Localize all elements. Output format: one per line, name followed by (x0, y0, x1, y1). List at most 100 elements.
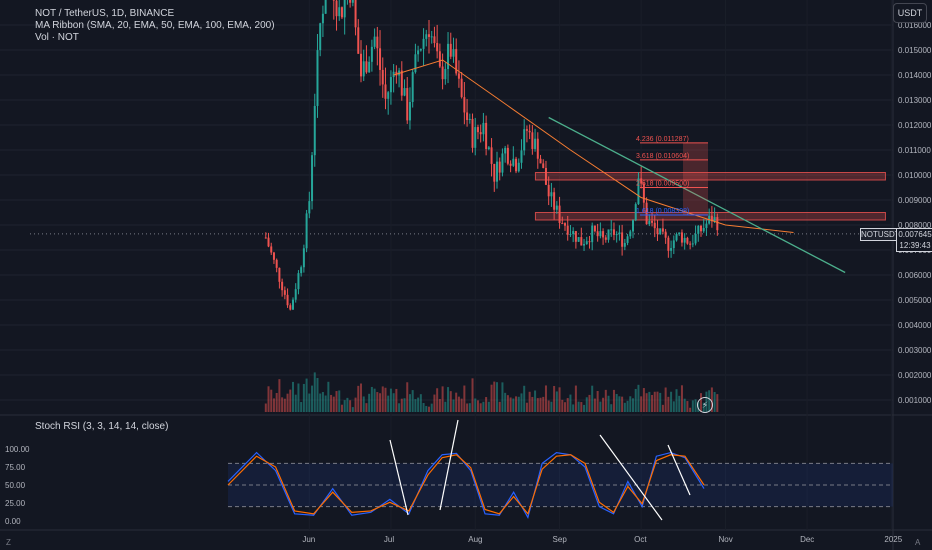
candle-body (370, 46, 373, 62)
candle-body (705, 223, 708, 228)
volume-bar (408, 394, 411, 412)
candle-body (392, 71, 395, 78)
volume-bar (311, 385, 314, 412)
candle-body (621, 232, 624, 247)
volume-bar (452, 399, 455, 412)
zoom-icon[interactable]: Z (6, 538, 11, 547)
volume-bar (583, 404, 586, 412)
price-tick-label: 0.010000 (898, 171, 932, 180)
stoch-rsi-legend[interactable]: Stoch RSI (3, 3, 14, 14, close) (35, 421, 169, 432)
candle-body (667, 237, 670, 251)
volume-bar (267, 386, 270, 412)
candle-body (689, 243, 692, 245)
candle-body (316, 50, 319, 106)
candle-body (302, 248, 305, 268)
candle-body (408, 101, 411, 121)
symbol-legend[interactable]: NOT / TetherUS, 1D, BINANCE (35, 8, 175, 19)
rsi-tick-label: 75.00 (5, 463, 26, 472)
candle-body (517, 162, 520, 172)
candle-body (270, 246, 273, 253)
volume-bar (302, 383, 305, 412)
candle-body (710, 215, 713, 222)
price-tick-label: 0.013000 (898, 96, 932, 105)
candle-body (623, 242, 626, 247)
candle-body (564, 223, 566, 226)
volume-bar (308, 393, 311, 412)
ma-ribbon-legend[interactable]: MA Ribbon (SMA, 20, EMA, 50, EMA, 100, E… (35, 20, 275, 31)
volume-bar (387, 395, 390, 412)
volume-bar (637, 384, 640, 412)
volume-bar (357, 385, 360, 412)
volume-bar (558, 387, 561, 412)
volume-bar (368, 393, 371, 412)
candle-body (438, 51, 441, 67)
volume-bar (392, 393, 395, 412)
volume-bar (490, 384, 493, 412)
candle-body (702, 227, 705, 232)
volume-bar (610, 404, 613, 412)
candle-body (444, 68, 447, 80)
auto-scale-icon[interactable]: A (915, 538, 921, 547)
volume-bar (501, 382, 504, 412)
volume-bar (313, 372, 316, 412)
candle-body (343, 0, 346, 18)
price-tick-label: 0.016000 (898, 21, 932, 30)
candle-body (531, 132, 534, 149)
candle-body (360, 53, 362, 77)
candle-body (555, 205, 558, 210)
volume-bar (618, 396, 621, 412)
volume-bar (550, 401, 553, 412)
candle-body (615, 234, 618, 236)
volume-bar (444, 401, 447, 412)
rsi-tick-label: 0.00 (5, 517, 21, 526)
volume-bar (604, 389, 607, 412)
bolt-icon[interactable]: ⚡ (697, 397, 713, 413)
candle-body (550, 192, 553, 197)
volume-bar (463, 385, 466, 412)
volume-legend[interactable]: Vol · NOT (35, 32, 79, 43)
candle-body (496, 161, 498, 182)
volume-bar (634, 388, 637, 412)
volume-bar (338, 390, 341, 412)
divergence-line (667, 444, 691, 496)
candle-body (476, 127, 479, 133)
candle-body (653, 222, 656, 229)
candle-body (430, 36, 433, 38)
currency-button[interactable]: USDT (893, 3, 927, 23)
candle-body (321, 13, 324, 24)
candle-body (686, 237, 689, 244)
candle-body (520, 150, 523, 163)
volume-bar (362, 396, 365, 412)
volume-bar (354, 397, 357, 412)
candle-body (417, 50, 420, 55)
candle-body (493, 163, 496, 182)
rsi-tick-label: 25.00 (5, 499, 26, 508)
candle-body (411, 72, 414, 102)
price-tick-label: 0.004000 (898, 321, 932, 330)
volume-bar (498, 401, 501, 412)
volume-bar (471, 378, 474, 412)
volume-bar (691, 400, 694, 412)
candle-body (577, 237, 580, 242)
volume-bar (270, 389, 273, 412)
volume-bar (430, 403, 433, 412)
divergence-line (599, 434, 663, 521)
candle-body (569, 234, 572, 236)
volume-bar (346, 397, 349, 412)
candle-body (365, 61, 368, 73)
candle-body (716, 217, 719, 231)
candle-body (580, 237, 583, 246)
candle-body (583, 244, 586, 246)
candle-body (313, 105, 316, 156)
time-tick-label: Dec (800, 535, 814, 544)
candle-body (542, 163, 545, 168)
stoch-rsi-k-line (227, 451, 705, 519)
volume-bar (300, 402, 303, 412)
time-tick-label: Sep (553, 535, 568, 544)
price-tick-label: 0.014000 (898, 71, 932, 80)
volume-bar (479, 403, 482, 412)
candle-body (425, 34, 428, 39)
volume-bar (528, 391, 531, 412)
volume-bar (512, 398, 515, 412)
